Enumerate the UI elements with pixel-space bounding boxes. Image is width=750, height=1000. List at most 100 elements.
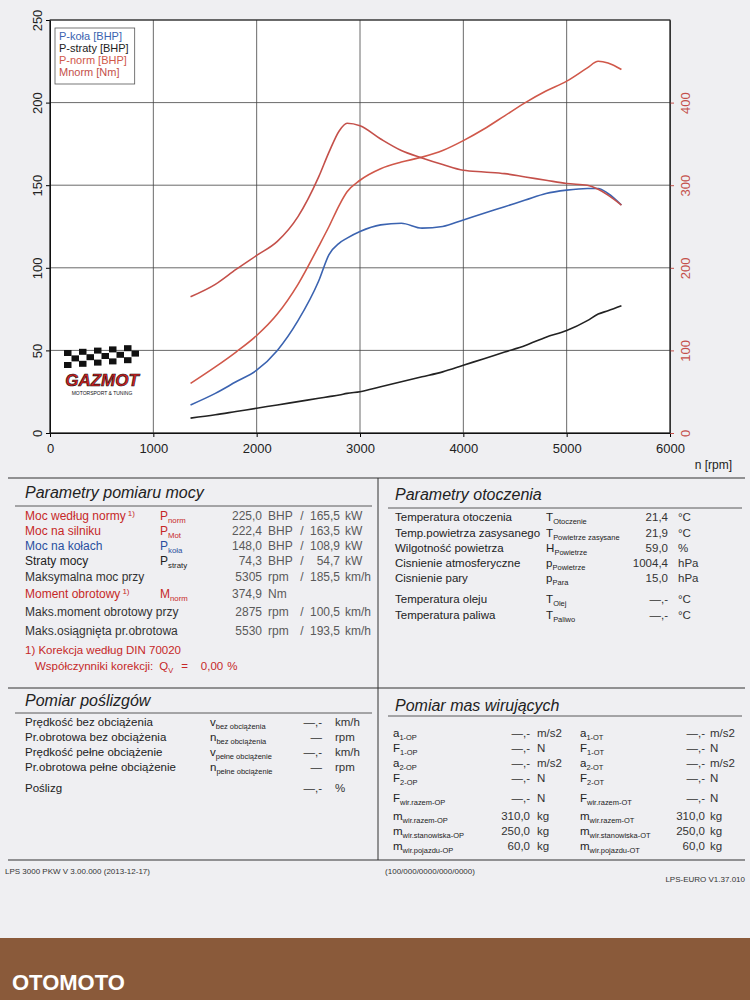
row-unit: rpm (268, 570, 289, 584)
tick: 0 (670, 430, 693, 437)
row-unit: km/h (335, 746, 360, 758)
logo-subtitle: MOTORSPORT & TUNING (72, 390, 133, 396)
row-unit: rpm (335, 731, 355, 743)
row-label: Temperatura oleju (395, 593, 487, 605)
row-unit: m/s2 (537, 727, 562, 739)
symbol-main: m (580, 810, 590, 822)
symbol: vbez obciążenia (210, 716, 266, 731)
tick-label: 100 (30, 257, 45, 279)
logo-flag (109, 358, 117, 364)
row-unit: kW (345, 539, 363, 553)
row-unit: kW (345, 554, 363, 568)
row-label: Temperatura otoczenia (395, 511, 513, 523)
symbol-main: F (393, 772, 400, 784)
row-value: 310,0 (676, 810, 705, 822)
row-value: — (311, 731, 323, 743)
row-value: —,- (511, 792, 530, 804)
logo-flag (87, 354, 95, 360)
row-label: Pr.obrotowa pełne obciążenie (25, 761, 176, 773)
symbol: F2-OT (580, 772, 604, 787)
row-unit: rpm (268, 624, 289, 638)
tick-mark (153, 433, 154, 437)
symbol-main: m (393, 810, 403, 822)
symbol-sub: wir.razem-OT (586, 798, 632, 807)
grid-line-y (50, 267, 670, 268)
tick-label: 3000 (346, 441, 375, 456)
row-unit: km/h (345, 624, 371, 638)
tick-mark (257, 433, 258, 437)
symbol-sub: bez obciążenia (216, 722, 267, 731)
row-value: 5530 (235, 624, 262, 638)
row-unit: kg (710, 825, 722, 837)
symbol-sub: 1-OP (399, 733, 416, 742)
legend-entry: Mnorm [Nm] (59, 66, 120, 78)
tick: 200 (30, 92, 50, 114)
symbol: Mnorm (160, 587, 188, 603)
row-value: —,- (511, 742, 530, 754)
symbol: pPara (546, 572, 569, 587)
row-label: Maks.moment obrotowy przy (25, 605, 178, 619)
tick-mark (670, 350, 674, 351)
tick-label: 1000 (139, 441, 168, 456)
logo-flag (94, 360, 102, 366)
symbol-main: F (580, 772, 587, 784)
series-line (191, 123, 622, 296)
row-value: —,- (649, 593, 668, 605)
tick-label: 250 (30, 10, 45, 32)
panel-title: Pomiar mas wirujących (395, 697, 560, 714)
legend-box (55, 28, 135, 84)
y-axis: 050100150200250 (30, 10, 51, 437)
row-separator: / (300, 554, 304, 568)
tick-label: 100 (678, 340, 693, 362)
correction-value: 0,00 (201, 660, 223, 672)
symbol-sub: 2-OT (586, 763, 603, 772)
row-label: Prędkość pełne obciążenie (25, 746, 162, 758)
symbol: mwir.pojazdu-OT (580, 840, 640, 855)
tick-label: 2000 (243, 441, 272, 456)
symbol-sub: 1-OT (586, 733, 603, 742)
symbol-sub: pełne obciążenie (216, 767, 272, 776)
row-value: 100,5 (310, 605, 340, 619)
correction-label: Współczynniki korekcji: (35, 660, 153, 672)
symbol-main: H (546, 542, 554, 554)
row-value: —,- (686, 792, 705, 804)
tick: 200 (670, 257, 693, 279)
symbol-main: T (546, 527, 553, 539)
row-unit: kg (537, 825, 549, 837)
tick-mark (46, 433, 50, 434)
row-label: Temperatura paliwa (395, 609, 496, 621)
tick: 100 (30, 257, 50, 279)
row-value: 165,5 (310, 509, 340, 523)
grid-line-x (153, 20, 154, 433)
row-unit: Nm (268, 587, 287, 601)
symbol-sub: Olej (553, 599, 567, 608)
tick: 400 (670, 92, 693, 114)
symbol-main: P (160, 554, 168, 568)
row-unit: kg (710, 810, 722, 822)
logo-title: GAZMOT (65, 371, 140, 390)
row-label: Maks.osiągnięta pr.obrotowa (25, 624, 178, 638)
row-separator: / (300, 605, 304, 619)
symbol-sub: wir.pojazdu-OP (402, 846, 454, 855)
symbol-sub: wir.pojazdu-OT (589, 846, 641, 855)
row-unit: kW (345, 524, 363, 538)
row-unit: N (537, 772, 545, 784)
symbol: Pnorm (160, 509, 186, 525)
tick: 0 (30, 430, 50, 437)
symbol: mwir.razem-OP (393, 810, 448, 825)
correction-unit: % (227, 660, 237, 672)
symbol-sub: Paliwo (553, 615, 575, 624)
symbol: F1-OT (580, 742, 604, 757)
symbol: a2-OP (393, 757, 417, 772)
row-label: Prędkość bez obciążenia (25, 716, 153, 728)
tick-mark (567, 433, 568, 437)
x-axis: 0100020003000400050006000 (47, 433, 685, 456)
row-unit: kg (537, 840, 549, 852)
ambient-panel: Parametry otoczeniaTemperatura otoczenia… (395, 486, 699, 624)
row-unit: °C (678, 511, 691, 523)
watermark: OTOMOTO (12, 970, 125, 995)
chart: GAZMOTMOTORSPORT & TUNING010002000300040… (30, 10, 732, 472)
tick-mark (46, 20, 50, 21)
table-surface (0, 0, 750, 1000)
symbol-sub: 1-OP (400, 748, 417, 757)
